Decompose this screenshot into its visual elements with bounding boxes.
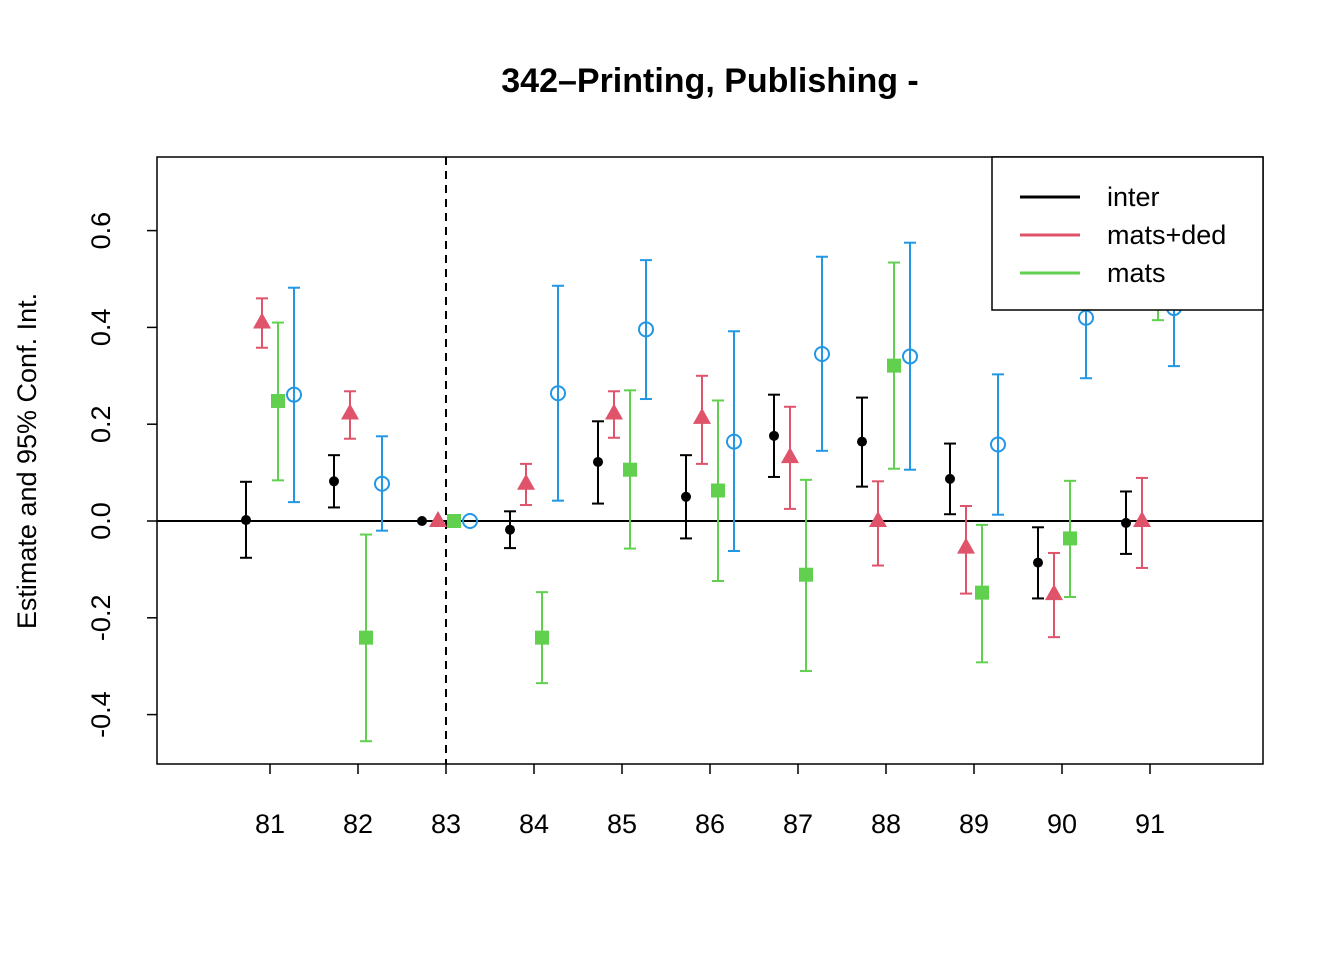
series-mats [271, 258, 1165, 743]
point-marker [429, 511, 447, 527]
point-marker [329, 476, 339, 487]
x-tick-label: 83 [431, 809, 461, 839]
y-tick-label: 0.0 [86, 502, 116, 540]
point-marker [799, 567, 813, 582]
x-tick-label: 84 [519, 809, 549, 839]
point-marker [638, 321, 654, 338]
point-marker [726, 433, 742, 450]
y-tick-label: 0.4 [86, 309, 116, 347]
legend: inter mats+ded mats [991, 156, 1264, 311]
point-marker [605, 403, 623, 420]
y-axis-label: Estimate and 95% Conf. Int. [12, 293, 42, 629]
point-marker [593, 456, 603, 467]
legend-label: mats+ded [1107, 220, 1226, 250]
point-marker [945, 473, 955, 484]
chart-title: 342–Printing, Publishing - [501, 62, 919, 100]
point-marker [857, 436, 867, 447]
legend-label: mats [1107, 258, 1166, 288]
point-marker [887, 358, 901, 373]
point-marker [286, 386, 302, 403]
point-marker [1121, 517, 1131, 528]
point-marker [417, 516, 427, 526]
x-tick-label: 81 [255, 809, 285, 839]
y-tick-label: 0.6 [86, 212, 116, 250]
point-marker [517, 473, 535, 490]
series-unlabeled [286, 241, 1182, 553]
point-marker [902, 348, 918, 365]
x-tick-label: 86 [695, 809, 725, 839]
point-marker [359, 630, 373, 645]
point-marker [623, 462, 637, 477]
point-marker [550, 385, 566, 402]
legend-label: inter [1107, 182, 1160, 212]
x-tick-label: 85 [607, 809, 637, 839]
point-marker [241, 515, 251, 526]
point-marker [1133, 511, 1151, 527]
point-marker [447, 514, 461, 528]
x-tick-label: 90 [1047, 809, 1077, 839]
point-marker [271, 393, 285, 408]
point-marker [990, 436, 1006, 453]
point-marker [693, 407, 711, 424]
point-marker [1033, 557, 1043, 568]
y-tick-label: -0.4 [86, 691, 116, 738]
point-marker [341, 403, 359, 420]
point-marker [781, 447, 799, 464]
x-tick-label: 88 [871, 809, 901, 839]
point-marker [462, 513, 478, 529]
series-mats-ded [253, 297, 1151, 639]
point-marker [1045, 584, 1063, 601]
point-marker [957, 537, 975, 554]
y-tick-label: 0.2 [86, 405, 116, 443]
point-marker [505, 524, 515, 535]
x-tick-label: 89 [959, 809, 989, 839]
series-inter [240, 393, 1132, 600]
point-marker [374, 475, 390, 492]
point-marker [681, 491, 691, 502]
y-tick-label: -0.2 [86, 595, 116, 642]
x-tick-label: 87 [783, 809, 813, 839]
point-marker [869, 511, 887, 527]
point-marker [975, 585, 989, 600]
x-tick-label: 91 [1135, 809, 1165, 839]
point-marker [535, 630, 549, 645]
point-marker [769, 430, 779, 441]
point-marker [814, 346, 830, 363]
point-marker [253, 312, 271, 329]
chart-axes: -0.4 -0.2 0.0 0.2 0.4 0.6 81 82 83 84 85 86 87 88 89 90… [86, 212, 1165, 839]
point-marker [1063, 531, 1077, 546]
x-tick-label: 82 [343, 809, 373, 839]
point-marker [711, 483, 725, 498]
